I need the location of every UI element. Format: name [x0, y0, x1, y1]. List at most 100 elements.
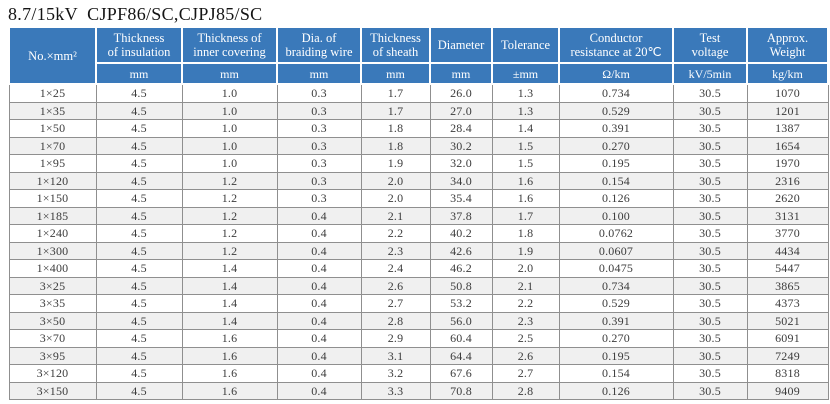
- table-row: 1×185 4.5 1.2 0.4 2.1 37.8 1.7 0.100 30.5 3131: [8, 206, 829, 225]
- table-row: 1×50 4.5 1.0 0.3 1.8 28.4 1.4 0.391 30.5 1387: [8, 119, 829, 138]
- table-cell: 1.8: [360, 136, 431, 155]
- table-cell: 1.6: [181, 329, 278, 348]
- table-cell: 0.4: [276, 364, 362, 383]
- table-cell: 1.6: [181, 381, 278, 400]
- table-cell: 2.9: [360, 329, 431, 348]
- table-row: 1×400 4.5 1.4 0.4 2.4 46.2 2.0 0.0475 30.5 5447: [8, 259, 829, 278]
- table-cell: 1×185: [8, 206, 97, 225]
- column-header-size: No.×mm²: [8, 26, 97, 85]
- table-cell: 1.5: [491, 154, 560, 173]
- table-cell: 0.126: [558, 189, 674, 208]
- table-cell: 1.2: [181, 189, 278, 208]
- table-cell: 4.5: [95, 136, 183, 155]
- table-cell: 30.5: [672, 276, 748, 295]
- table-cell: 4.5: [95, 119, 183, 138]
- table-cell: 1×25: [8, 83, 97, 103]
- cable-spec-table: No.×mm² Thickness of insulation Thicknes…: [8, 26, 829, 400]
- table-cell: 2.6: [360, 276, 431, 295]
- table-row: 1×240 4.5 1.2 0.4 2.2 40.2 1.8 0.0762 30.5 3770: [8, 224, 829, 243]
- table-cell: 50.8: [429, 276, 493, 295]
- table-cell: 0.154: [558, 364, 674, 383]
- table-cell: 1.6: [491, 189, 560, 208]
- table-cell: 1×300: [8, 241, 97, 260]
- table-cell: 0.734: [558, 276, 674, 295]
- table-cell: 0.734: [558, 83, 674, 103]
- table-cell: 0.4: [276, 276, 362, 295]
- table-cell: 30.5: [672, 241, 748, 260]
- table-cell: 0.154: [558, 171, 674, 190]
- table-cell: 30.5: [672, 294, 748, 313]
- table-cell: 1.3: [491, 101, 560, 120]
- table-cell: 3×70: [8, 329, 97, 348]
- table-row: 3×150 4.5 1.6 0.4 3.3 70.8 2.8 0.126 30.5 9409: [8, 381, 829, 400]
- table-cell: 70.8: [429, 381, 493, 400]
- table-cell: 0.4: [276, 206, 362, 225]
- table-cell: 30.5: [672, 364, 748, 383]
- table-cell: 1.4: [181, 276, 278, 295]
- table-cell: 34.0: [429, 171, 493, 190]
- column-header-conductor-resistance: Conductor resistance at 20℃: [558, 26, 674, 64]
- table-cell: 27.0: [429, 101, 493, 120]
- table-cell: 4.5: [95, 381, 183, 400]
- table-cell: 4.5: [95, 83, 183, 103]
- table-cell: 1×95: [8, 154, 97, 173]
- table-cell: 1.8: [491, 224, 560, 243]
- table-cell: 30.5: [672, 101, 748, 120]
- table-cell: 3×25: [8, 276, 97, 295]
- table-cell: 4.5: [95, 206, 183, 225]
- table-cell: 30.5: [672, 119, 748, 138]
- unit-sheath-thickness: mm: [360, 62, 431, 85]
- table-cell: 40.2: [429, 224, 493, 243]
- table-cell: 2.1: [360, 206, 431, 225]
- table-cell: 2.2: [360, 224, 431, 243]
- table-cell: 2.4: [360, 259, 431, 278]
- column-header-inner-covering-thickness: Thickness of inner covering: [181, 26, 278, 64]
- table-cell: 3.1: [360, 346, 431, 365]
- header-units-row: mm mm mm mm mm ±mm Ω/km kV/5min kg/km: [9, 62, 829, 85]
- table-cell: 4.5: [95, 329, 183, 348]
- unit-diameter: mm: [429, 62, 493, 85]
- table-cell: 2.3: [491, 311, 560, 330]
- table-cell: 28.4: [429, 119, 493, 138]
- table-cell: 60.4: [429, 329, 493, 348]
- table-cell: 1.6: [181, 346, 278, 365]
- table-cell: 30.5: [672, 259, 748, 278]
- table-cell: 42.6: [429, 241, 493, 260]
- table-cell: 8318: [746, 364, 829, 383]
- table-cell: 32.0: [429, 154, 493, 173]
- table-cell: 5021: [746, 311, 829, 330]
- table-cell: 1.6: [181, 364, 278, 383]
- table-cell: 1×70: [8, 136, 97, 155]
- table-cell: 0.391: [558, 311, 674, 330]
- table-cell: 1×150: [8, 189, 97, 208]
- table-cell: 2.7: [360, 294, 431, 313]
- table-cell: 4.5: [95, 224, 183, 243]
- table-cell: 4.5: [95, 294, 183, 313]
- column-header-diameter: Diameter: [429, 26, 493, 64]
- table-cell: 3.3: [360, 381, 431, 400]
- table-cell: 1.7: [491, 206, 560, 225]
- column-header-braiding-wire-dia: Dia. of braiding wire: [276, 26, 362, 64]
- table-cell: 30.5: [672, 329, 748, 348]
- table-cell: 1.0: [181, 101, 278, 120]
- table-cell: 2.7: [491, 364, 560, 383]
- table-cell: 9409: [746, 381, 829, 400]
- table-cell: 5447: [746, 259, 829, 278]
- header-label-row: No.×mm² Thickness of insulation Thicknes…: [8, 26, 829, 85]
- table-row: 3×70 4.5 1.6 0.4 2.9 60.4 2.5 0.270 30.5 6091: [8, 329, 829, 348]
- table-cell: 26.0: [429, 83, 493, 103]
- table-cell: 3131: [746, 206, 829, 225]
- unit-test-voltage: kV/5min: [672, 62, 748, 85]
- table-cell: 4.5: [95, 346, 183, 365]
- table-cell: 30.5: [672, 83, 748, 103]
- table-cell: 2.0: [491, 259, 560, 278]
- table-cell: 1.4: [491, 119, 560, 138]
- table-cell: 2.8: [491, 381, 560, 400]
- table-cell: 0.4: [276, 259, 362, 278]
- table-cell: 1.0: [181, 119, 278, 138]
- table-cell: 1.4: [181, 311, 278, 330]
- table-cell: 1.7: [360, 101, 431, 120]
- table-cell: 1.0: [181, 136, 278, 155]
- table-cell: 3×95: [8, 346, 97, 365]
